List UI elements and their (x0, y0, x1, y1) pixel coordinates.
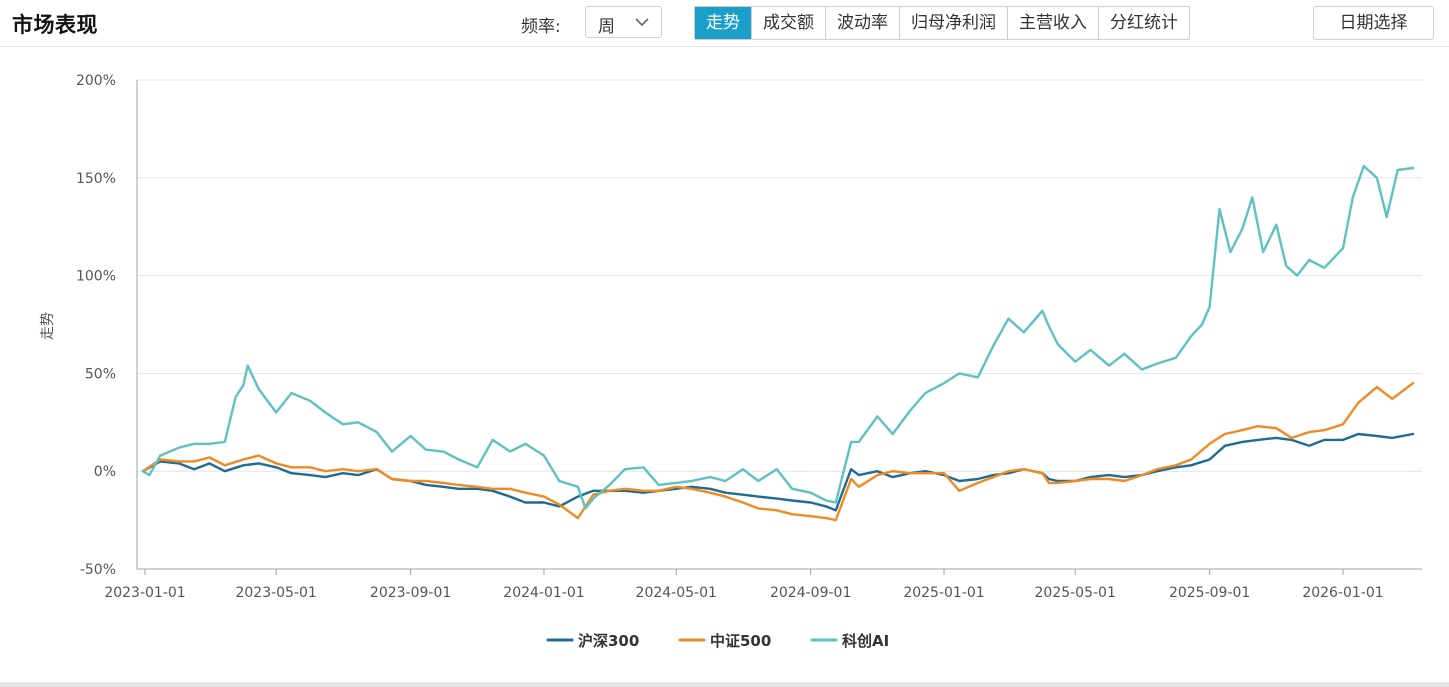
y-tick-label: 200% (76, 73, 116, 89)
x-tick-label: 2023-09-01 (370, 585, 451, 601)
frequency-select[interactable]: 周 (585, 6, 662, 38)
tab-dividend-stats[interactable]: 分红统计 (1098, 7, 1189, 39)
tab-trend[interactable]: 走势 (695, 7, 751, 39)
tab-main-revenue[interactable]: 主营收入 (1007, 7, 1098, 39)
x-tick-label: 2025-05-01 (1035, 585, 1116, 601)
y-tick-label: 0% (94, 464, 116, 480)
legend-label: 沪深300 (578, 632, 639, 650)
x-tick-label: 2026-01-01 (1302, 585, 1383, 601)
y-axis-title: 走势 (40, 312, 56, 340)
series-line-科创AI (141, 164, 1415, 510)
y-tick-label: 100% (76, 269, 116, 285)
tab-group: 走势 成交额 波动率 归母净利润 主营收入 分红统计 (694, 6, 1190, 40)
tab-volatility[interactable]: 波动率 (825, 7, 899, 39)
page-title: 市场表现 (12, 13, 98, 37)
x-tick-label: 2024-01-01 (503, 585, 584, 601)
date-select-button[interactable]: 日期选择 (1313, 6, 1434, 40)
header-bar: 市场表现 频率: 周 走势 成交额 波动率 归母净利润 主营收入 分红统计 日期… (0, 0, 1449, 47)
bottom-scroll-bar (0, 682, 1449, 687)
y-tick-label: 150% (76, 171, 116, 187)
series-line-沪深300 (141, 432, 1415, 512)
trend-chart: -50% 0% 50% 100% 150% 200% 2023-01-01 2023-05-0… (40, 73, 1422, 650)
tab-turnover[interactable]: 成交额 (751, 7, 825, 39)
tab-net-profit[interactable]: 归母净利润 (899, 7, 1007, 39)
y-tick-label: 50% (85, 366, 116, 382)
x-tick-label: 2023-05-01 (235, 585, 316, 601)
series-line-中证500 (141, 382, 1415, 522)
y-tick-label: -50% (80, 562, 116, 578)
frequency-value: 周 (598, 17, 615, 37)
frequency-label: 频率: (521, 17, 561, 37)
x-tick-label: 2025-01-01 (903, 585, 984, 601)
x-tick-label: 2024-05-01 (636, 585, 717, 601)
x-tick-label: 2025-09-01 (1169, 585, 1250, 601)
x-tick-label: 2023-01-01 (104, 585, 185, 601)
chevron-down-icon (635, 18, 649, 27)
legend-label: 科创AI (842, 632, 889, 650)
x-tick-label: 2024-09-01 (770, 585, 851, 601)
legend-label: 中证500 (710, 632, 771, 650)
